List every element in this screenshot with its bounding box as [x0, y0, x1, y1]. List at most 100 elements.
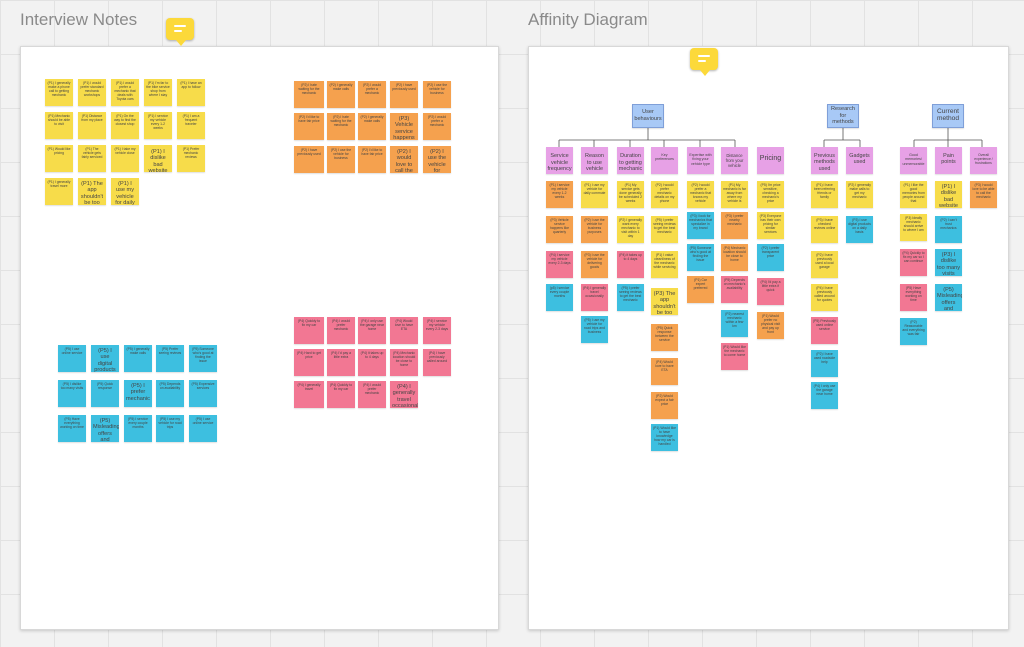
sticky-note[interactable]: (P2) I hate waiting for the mechanic — [294, 81, 324, 108]
comment-icon[interactable] — [690, 48, 718, 76]
interview-notes-frame[interactable] — [20, 46, 499, 630]
group-good-memories[interactable]: Good memories/ unmemorable — [900, 147, 927, 174]
sticky-note[interactable]: (P2) I generally make calls to get my me… — [846, 181, 873, 208]
group-reason[interactable]: Reason to use vehicle — [581, 147, 608, 174]
sticky-note[interactable]: (P5) I service every couple months — [124, 415, 152, 442]
sticky-note[interactable]: (P3) I use digital products on a daily b… — [846, 216, 873, 243]
sticky-note[interactable]: (P1) I have an app to follow — [177, 79, 205, 106]
sticky-note[interactable]: (P2) I use the vehicle for business — [423, 81, 451, 108]
sticky-note[interactable]: (P3) Ideally mechanic should arrive to w… — [900, 214, 927, 241]
sticky-note[interactable]: (P1) I dislike bad website or experience — [144, 145, 172, 172]
sticky-note[interactable]: (P1) I am a frequent traveler — [177, 112, 205, 139]
sticky-note[interactable]: (P1) My service gets done generally be s… — [617, 181, 644, 208]
sticky-note[interactable]: (P1) Would like the mechanic to come hom… — [721, 343, 748, 370]
sticky-note[interactable]: (P1) I generally make a phone call to ge… — [45, 79, 73, 106]
sticky-note[interactable]: (P4) I have previously called around — [423, 349, 451, 376]
sticky-note[interactable]: (P4) I generally travel — [294, 381, 324, 408]
sticky-note[interactable]: (P4) Hard to get price — [294, 349, 324, 376]
sticky-note[interactable]: (P3) I would love to be able to call the… — [970, 181, 997, 208]
sticky-note[interactable]: (P3) I dislike too many visits — [935, 249, 962, 276]
sticky-note[interactable]: (P5) Have everything working on time — [58, 415, 86, 442]
sticky-note[interactable]: (P4) I would prefer mechanic — [327, 317, 355, 344]
sticky-note[interactable]: (P2) I prefer transparent price — [757, 244, 784, 271]
group-pricing[interactable]: Pricing — [757, 147, 784, 174]
group-preferences[interactable]: Key preferences — [651, 147, 678, 174]
sticky-note[interactable]: (P3) Vehicle service happens like quarte… — [390, 113, 418, 140]
sticky-note[interactable]: (P3) Everyone has their own pricing for … — [757, 212, 784, 239]
sticky-note[interactable]: (P1) I'm far to the bike service shop fr… — [144, 79, 172, 106]
theme-research-methods[interactable]: Research for methods — [827, 104, 859, 128]
sticky-note[interactable]: (P1) I have been referring friends or fa… — [811, 181, 838, 208]
frame-title-interview-notes[interactable]: Interview Notes — [20, 10, 138, 29]
sticky-note[interactable]: (P5) I prefer seeing reviews to get the … — [651, 216, 678, 243]
sticky-note[interactable]: (P2) I have previously used — [390, 81, 418, 108]
group-service-frequency[interactable]: Service vehicle frequency — [546, 147, 573, 174]
sticky-note[interactable]: (P1) I value cleanliness of the mechanic… — [651, 251, 678, 278]
group-gadgets[interactable]: Gadgets used — [846, 147, 873, 174]
sticky-note[interactable]: (P5) Someone who's good at finding the i… — [189, 345, 217, 372]
sticky-note[interactable]: (P5) I generally make calls — [124, 345, 152, 372]
sticky-note[interactable]: (P1) I use my vehicle for daily commute — [111, 178, 139, 205]
sticky-note[interactable]: (P3) Vehicle service happens like quarte… — [546, 216, 573, 243]
sticky-note[interactable]: (P5) Expensive services — [189, 380, 217, 407]
sticky-note[interactable]: (P4) Mechanic location should be close t… — [721, 244, 748, 271]
sticky-note[interactable]: (P1) Would like to have knowledge how my… — [651, 424, 678, 451]
group-pain-points[interactable]: Pain points — [935, 147, 962, 174]
sticky-note[interactable]: (P1) I service my vehicle every 1-2 week… — [546, 181, 573, 208]
sticky-note[interactable]: (P5) Misleading offers and information — [935, 284, 962, 311]
sticky-note[interactable]: (P2) Would expect a fair price — [651, 392, 678, 419]
theme-user-behaviours[interactable]: User behaviours — [632, 104, 664, 128]
group-distance[interactable]: Distance from your vehicle — [721, 147, 748, 174]
sticky-note[interactable]: (P3) I look for mechanics that specializ… — [687, 212, 714, 239]
sticky-note[interactable]: (P4) Quickly to fix my car — [327, 381, 355, 408]
comment-icon[interactable] — [166, 18, 194, 46]
sticky-note[interactable]: (P4) I generally travel occasionally — [390, 381, 418, 408]
group-previous-methods[interactable]: Previous methods used — [811, 147, 838, 174]
sticky-note[interactable]: (P4) I service my vehicle every 2-3 days — [423, 317, 451, 344]
theme-current-method[interactable]: Current method — [932, 104, 964, 128]
sticky-note[interactable]: (P1) I take my vehicle close — [111, 145, 139, 172]
sticky-note[interactable]: (P1) Would like pricing — [45, 145, 73, 172]
sticky-note[interactable]: (P2) I generally make calls — [327, 81, 355, 108]
sticky-note[interactable]: (P4) Quickly to fix my car — [294, 317, 324, 344]
sticky-note[interactable]: (P4) I only use the garage near home — [811, 382, 838, 409]
sticky-note[interactable]: (P5) Depends on mechanic's availability — [721, 276, 748, 303]
sticky-note[interactable]: (P5) Someone who's good at finding the i… — [687, 244, 714, 271]
group-duration[interactable]: Duration to getting mechanic — [617, 147, 644, 174]
sticky-note[interactable]: (P4) I'd pay a little extra if quick — [757, 278, 784, 305]
sticky-note[interactable]: (P2) I hate waiting for the mechanic — [327, 113, 355, 140]
sticky-note[interactable]: (P2) I have previously used a local gara… — [811, 251, 838, 278]
sticky-note[interactable]: (P2) I would prefer a mechanic — [423, 113, 451, 140]
sticky-note[interactable]: (P5) I use online service — [58, 345, 86, 372]
sticky-note[interactable]: (P1) I use my vehicle for daily commute — [581, 181, 608, 208]
sticky-note[interactable]: (P1) On the way to find the closest shop — [111, 112, 139, 139]
sticky-note[interactable]: (P4) it takes up to 4 days — [358, 349, 386, 376]
sticky-note[interactable]: (P5) Previously used online service — [811, 317, 838, 344]
sticky-note[interactable]: (p5) I service every couple months — [546, 284, 573, 311]
sticky-note[interactable]: (P2) I would prefer mechanic details on … — [651, 181, 678, 208]
sticky-note[interactable]: (P5) Prefer seeing reviews — [156, 345, 184, 372]
sticky-note[interactable]: (P4) it takes up to 4 days — [617, 251, 644, 278]
sticky-note[interactable]: (P1) The vehicle gets fairly serviced — [78, 145, 106, 172]
group-overall[interactable]: Overall experience / frustrations — [970, 147, 997, 174]
sticky-note[interactable]: (P5) I prefer seeing reviews to get the … — [617, 284, 644, 311]
sticky-note[interactable]: (P2) I would prefer a mechanic that know… — [687, 181, 714, 208]
sticky-note[interactable]: (P4) Would love to have ETA — [390, 317, 418, 344]
sticky-note[interactable]: (P2) I generally want every mechanic to … — [617, 216, 644, 243]
sticky-note[interactable]: (P5) I use my vehicle for road trips — [156, 415, 184, 442]
sticky-note[interactable]: (P5) I use online service — [189, 415, 217, 442]
sticky-note[interactable]: (P5) I'm price sensitive, checking a mec… — [757, 181, 784, 208]
sticky-note[interactable]: (P1) Car expert preferred — [687, 276, 714, 303]
sticky-note[interactable]: (P1) The app shouldn't be too busy — [78, 178, 106, 205]
sticky-note[interactable]: (P1) I would prefer standard mechanic wo… — [78, 79, 106, 106]
sticky-note[interactable]: (P3) I prefer nearby mechanic — [721, 212, 748, 239]
sticky-note[interactable]: (P2) nearest mechanic within a few km — [721, 310, 748, 337]
sticky-note[interactable]: (P1) I like the good memories from peopl… — [900, 181, 927, 208]
sticky-note[interactable]: (P4) Quickly to fix my car so I can cont… — [900, 249, 927, 276]
sticky-note[interactable]: (P4) Would love to have ETA — [651, 358, 678, 385]
sticky-note[interactable]: (P1) I would prefer a mechanic that deal… — [111, 79, 139, 106]
sticky-note[interactable]: (P5) Quick response — [91, 380, 119, 407]
sticky-note[interactable]: (P4) I would prefer mechanic — [358, 381, 386, 408]
sticky-note[interactable]: (P2) I'd like to have fair price — [358, 146, 386, 173]
sticky-note[interactable]: (P2) Reasonable and everything was fair — [900, 318, 927, 345]
